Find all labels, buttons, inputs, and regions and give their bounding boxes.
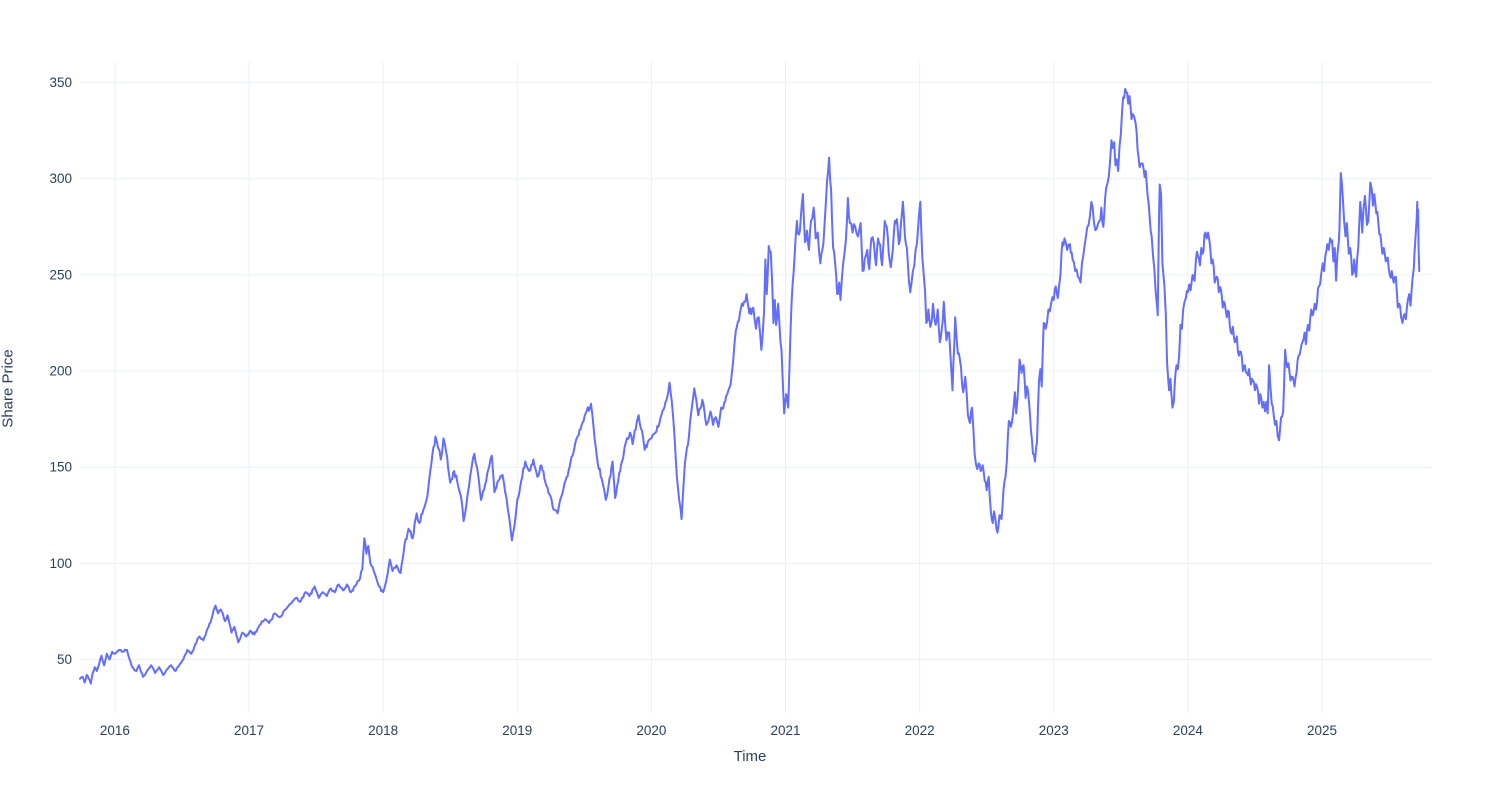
x-tick-label: 2017 bbox=[234, 723, 264, 738]
y-tick-label: 350 bbox=[49, 75, 72, 90]
x-tick-label: 2025 bbox=[1307, 723, 1337, 738]
y-tick-label: 150 bbox=[49, 460, 72, 475]
x-tick-label: 2018 bbox=[368, 723, 398, 738]
y-tick-label: 200 bbox=[49, 364, 72, 379]
x-tick-label: 2024 bbox=[1173, 723, 1204, 738]
x-axis-title: Time bbox=[733, 748, 767, 765]
y-tick-label: 100 bbox=[49, 556, 72, 571]
axis-tick-labels: 2016 2017 2018 2019 2020 2021 2022 2023 2024 2025… bbox=[49, 75, 1337, 738]
x-tick-label: 2016 bbox=[100, 723, 130, 738]
gridlines bbox=[80, 62, 1432, 713]
share-price-line-series bbox=[79, 87, 1421, 685]
y-tick-label: 300 bbox=[49, 171, 72, 186]
y-tick-label: 50 bbox=[57, 652, 72, 667]
x-tick-label: 2022 bbox=[905, 723, 935, 738]
x-tick-label: 2023 bbox=[1039, 723, 1069, 738]
y-tick-label: 250 bbox=[49, 267, 72, 282]
x-tick-label: 2019 bbox=[502, 723, 532, 738]
x-tick-label: 2020 bbox=[636, 723, 666, 738]
x-tick-label: 2021 bbox=[770, 723, 800, 738]
plot-area[interactable] bbox=[79, 87, 1421, 685]
y-axis-title: Share Price bbox=[0, 349, 17, 428]
